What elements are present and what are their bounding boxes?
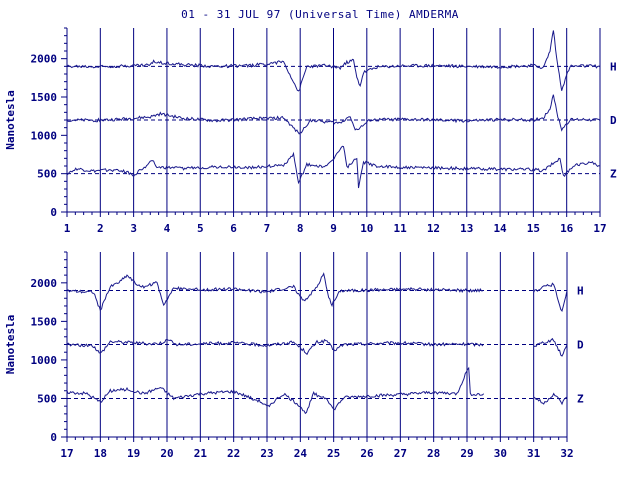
x-tick-label: 3	[130, 222, 137, 235]
component-label-H: H	[610, 60, 617, 73]
x-tick-label: 1	[64, 222, 71, 235]
y-tick-label: 0	[50, 206, 57, 219]
trace-H	[66, 272, 568, 312]
trace-H	[66, 30, 601, 92]
chart-panel-2: 0 500 1000 1500 2000 17 18 19 20 21 22 23 24 25 26 27 28…	[4, 251, 584, 460]
component-label-D: D	[577, 339, 584, 352]
x-tick-label: 30	[494, 447, 507, 460]
y-tick-label: 0	[50, 431, 57, 444]
component-label-D: D	[610, 114, 617, 127]
x-tick-label: 21	[194, 447, 208, 460]
trace-Z	[66, 366, 568, 415]
x-tick-label: 28	[427, 447, 440, 460]
x-tick-label: 4	[164, 222, 171, 235]
x-tick-label: 11	[394, 222, 408, 235]
x-tick-label: 15	[527, 222, 540, 235]
component-label-H: H	[577, 285, 584, 298]
x-tick-label: 22	[227, 447, 240, 460]
y-tick-label: 2000	[31, 53, 58, 66]
x-tick-label: 13	[460, 222, 473, 235]
y-tick-label: 1500	[31, 91, 58, 104]
y-tick-label: 500	[37, 168, 57, 181]
x-tick-label: 5	[197, 222, 204, 235]
x-tick-label: 19	[127, 447, 140, 460]
trace-D	[66, 94, 601, 135]
x-tick-label: 6	[230, 222, 237, 235]
trace-Z	[66, 145, 601, 189]
x-tick-label: 26	[360, 447, 374, 460]
y-axis-title: Nanotesla	[4, 90, 17, 150]
x-tick-label: 17	[593, 222, 606, 235]
x-tick-label: 10	[360, 222, 373, 235]
x-tick-label: 16	[560, 222, 574, 235]
x-tick-label: 17	[60, 447, 73, 460]
trace-D	[66, 337, 568, 357]
x-tick-label: 9	[330, 222, 337, 235]
x-tick-label: 20	[160, 447, 173, 460]
y-tick-label: 1000	[31, 354, 58, 367]
x-tick-label: 27	[394, 447, 407, 460]
x-tick-label: 24	[294, 447, 308, 460]
y-tick-label: 2000	[31, 277, 58, 290]
x-tick-label: 8	[297, 222, 304, 235]
x-tick-label: 7	[264, 222, 271, 235]
x-tick-label: 2	[97, 222, 104, 235]
y-tick-label: 500	[37, 392, 57, 405]
x-tick-label: 12	[427, 222, 440, 235]
chart-title: 01 - 31 JUL 97 (Universal Time) AMDERMA	[181, 8, 459, 21]
x-tick-label: 23	[260, 447, 273, 460]
y-tick-label: 1000	[31, 129, 58, 142]
x-tick-label: 14	[493, 222, 507, 235]
x-tick-label: 25	[327, 447, 340, 460]
component-label-Z: Z	[577, 392, 584, 405]
x-tick-label: 31	[527, 447, 541, 460]
component-label-Z: Z	[610, 168, 617, 181]
x-tick-label: 29	[460, 447, 473, 460]
x-tick-label: 32	[560, 447, 573, 460]
y-tick-label: 1500	[31, 315, 58, 328]
x-tick-label: 18	[94, 447, 107, 460]
y-axis-title: Nanotesla	[4, 315, 17, 375]
